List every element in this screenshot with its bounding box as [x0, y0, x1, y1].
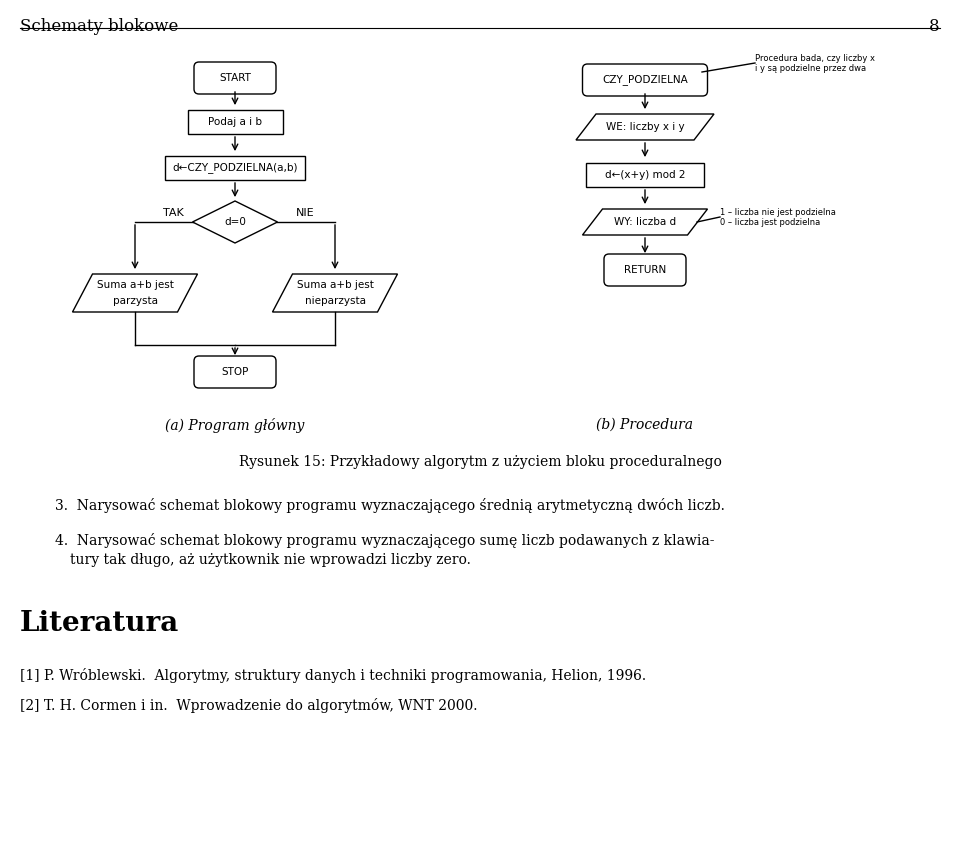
- Text: [2] T. H. Cormen i in.  Wprowadzenie do algorytmów, WNT 2000.: [2] T. H. Cormen i in. Wprowadzenie do a…: [20, 698, 477, 713]
- Bar: [187, 110, 282, 134]
- Text: 4.  Narysować schemat blokowy programu wyznaczającego sumę liczb podawanych z kl: 4. Narysować schemat blokowy programu wy…: [55, 533, 714, 548]
- Text: STOP: STOP: [222, 367, 249, 377]
- Text: START: START: [219, 73, 251, 83]
- Text: Schematy blokowe: Schematy blokowe: [20, 18, 179, 35]
- Text: TAK: TAK: [162, 208, 183, 218]
- FancyBboxPatch shape: [604, 254, 686, 286]
- Text: d←CZY_PODZIELNA(a,b): d←CZY_PODZIELNA(a,b): [172, 163, 298, 173]
- Polygon shape: [193, 201, 277, 243]
- FancyBboxPatch shape: [583, 64, 708, 96]
- Polygon shape: [583, 209, 708, 235]
- Text: CZY_PODZIELNA: CZY_PODZIELNA: [602, 75, 688, 86]
- Bar: [586, 163, 704, 187]
- Text: NIE: NIE: [296, 208, 314, 218]
- Text: nieparzysta: nieparzysta: [304, 297, 366, 306]
- Polygon shape: [73, 274, 198, 312]
- Text: 8: 8: [929, 18, 940, 35]
- Text: 3.  Narysować schemat blokowy programu wyznaczającego średnią arytmetyczną dwóch: 3. Narysować schemat blokowy programu wy…: [55, 498, 725, 513]
- FancyBboxPatch shape: [194, 356, 276, 388]
- Text: d←(x+y) mod 2: d←(x+y) mod 2: [605, 170, 685, 180]
- Text: Suma a+b jest: Suma a+b jest: [297, 279, 373, 290]
- Bar: [165, 156, 305, 180]
- Text: WE: liczby x i y: WE: liczby x i y: [606, 122, 684, 132]
- Text: Rysunek 15: Przykładowy algorytm z użyciem bloku proceduralnego: Rysunek 15: Przykładowy algorytm z użyci…: [239, 455, 721, 469]
- Polygon shape: [273, 274, 397, 312]
- Text: i y są podzielne przez dwa: i y są podzielne przez dwa: [755, 63, 866, 73]
- Text: Podaj a i b: Podaj a i b: [208, 117, 262, 127]
- Text: 1 – liczba nie jest podzielna: 1 – liczba nie jest podzielna: [720, 207, 836, 217]
- Text: Procedura bada, czy liczby x: Procedura bada, czy liczby x: [755, 53, 875, 63]
- Polygon shape: [576, 114, 714, 140]
- Text: tury tak długo, aż użytkownik nie wprowadzi liczby zero.: tury tak długo, aż użytkownik nie wprowa…: [70, 553, 470, 567]
- Text: d=0: d=0: [224, 217, 246, 227]
- Text: parzysta: parzysta: [112, 297, 157, 306]
- Text: (b) Procedura: (b) Procedura: [596, 418, 693, 432]
- Text: Suma a+b jest: Suma a+b jest: [97, 279, 174, 290]
- FancyBboxPatch shape: [194, 62, 276, 94]
- Text: WY: liczba d: WY: liczba d: [614, 217, 676, 227]
- Text: [1] P. Wróblewski.  Algorytmy, struktury danych i techniki programowania, Helion: [1] P. Wróblewski. Algorytmy, struktury …: [20, 668, 646, 683]
- Text: Literatura: Literatura: [20, 610, 180, 637]
- Text: (a) Program główny: (a) Program główny: [165, 418, 304, 433]
- Text: RETURN: RETURN: [624, 265, 666, 275]
- Text: 0 – liczba jest podzielna: 0 – liczba jest podzielna: [720, 218, 820, 226]
